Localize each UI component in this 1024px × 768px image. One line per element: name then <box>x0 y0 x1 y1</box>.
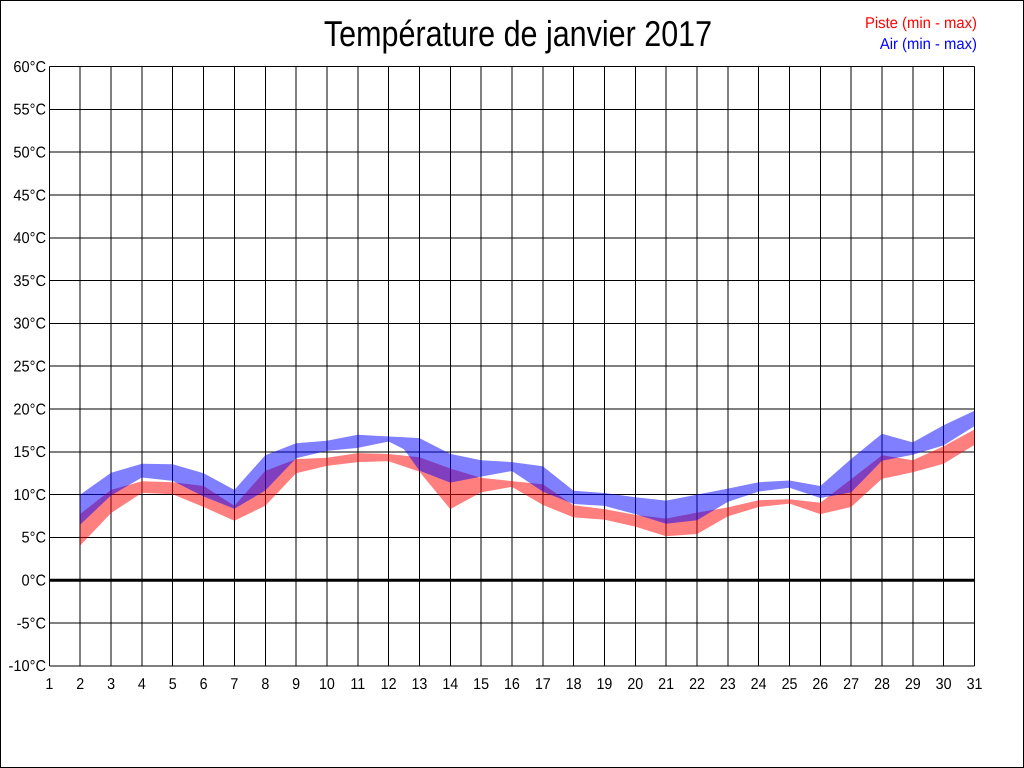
svg-text:9: 9 <box>292 676 300 693</box>
svg-text:Température de janvier 2017: Température de janvier 2017 <box>324 13 712 54</box>
svg-text:15: 15 <box>473 676 489 693</box>
svg-text:11: 11 <box>350 676 365 693</box>
svg-text:20: 20 <box>627 676 643 693</box>
svg-text:35°C: 35°C <box>13 273 46 290</box>
svg-text:0°C: 0°C <box>22 573 46 590</box>
svg-text:Piste (min - max): Piste (min - max) <box>865 15 977 32</box>
svg-text:13: 13 <box>411 676 427 693</box>
svg-text:23: 23 <box>720 676 736 693</box>
svg-text:10: 10 <box>319 676 335 693</box>
svg-text:10°C: 10°C <box>13 487 46 504</box>
svg-text:15°C: 15°C <box>13 444 46 461</box>
svg-text:29: 29 <box>905 676 921 693</box>
svg-text:30: 30 <box>936 676 952 693</box>
svg-text:Air (min - max): Air (min - max) <box>880 36 977 53</box>
svg-text:5°C: 5°C <box>22 530 46 547</box>
svg-text:1: 1 <box>45 676 53 693</box>
svg-text:16: 16 <box>504 676 520 693</box>
svg-text:50°C: 50°C <box>13 145 46 162</box>
svg-text:7: 7 <box>230 676 238 693</box>
svg-text:20°C: 20°C <box>13 401 46 418</box>
svg-text:40°C: 40°C <box>13 230 46 247</box>
svg-text:21: 21 <box>658 676 674 693</box>
svg-text:19: 19 <box>596 676 612 693</box>
svg-text:3: 3 <box>107 676 115 693</box>
svg-text:55°C: 55°C <box>13 102 46 119</box>
svg-text:24: 24 <box>751 676 767 693</box>
svg-text:18: 18 <box>566 676 582 693</box>
svg-text:-5°C: -5°C <box>17 615 46 632</box>
svg-text:-10°C: -10°C <box>9 658 46 675</box>
svg-text:26: 26 <box>812 676 828 693</box>
svg-text:4: 4 <box>138 676 146 693</box>
svg-text:17: 17 <box>535 676 551 693</box>
svg-text:8: 8 <box>261 676 269 693</box>
svg-text:25°C: 25°C <box>13 359 46 376</box>
svg-text:12: 12 <box>381 676 397 693</box>
svg-text:25: 25 <box>782 676 798 693</box>
svg-text:6: 6 <box>200 676 208 693</box>
svg-text:30°C: 30°C <box>13 316 46 333</box>
svg-text:27: 27 <box>843 676 859 693</box>
svg-text:22: 22 <box>689 676 705 693</box>
svg-text:31: 31 <box>967 676 983 693</box>
svg-text:2: 2 <box>76 676 84 693</box>
svg-text:14: 14 <box>442 676 458 693</box>
svg-text:5: 5 <box>169 676 177 693</box>
svg-text:60°C: 60°C <box>13 59 46 76</box>
svg-text:28: 28 <box>874 676 890 693</box>
svg-text:45°C: 45°C <box>13 187 46 204</box>
